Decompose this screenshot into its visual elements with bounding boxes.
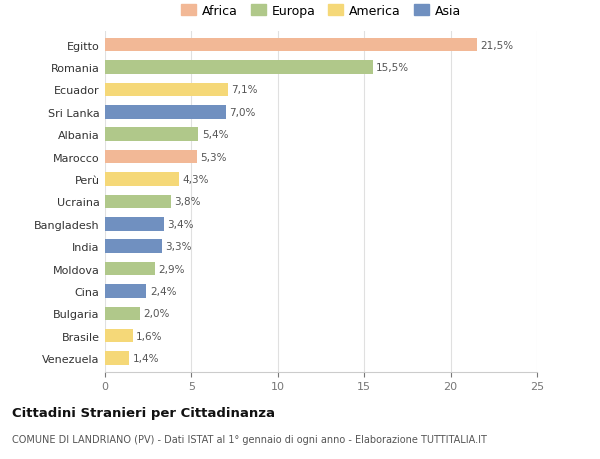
Text: 3,8%: 3,8%: [174, 197, 200, 207]
Bar: [105, 173, 179, 186]
Bar: [105, 240, 162, 253]
Bar: [105, 352, 129, 365]
Bar: [105, 262, 155, 276]
Text: 2,4%: 2,4%: [150, 286, 176, 297]
Bar: [105, 106, 226, 119]
Text: Cittadini Stranieri per Cittadinanza: Cittadini Stranieri per Cittadinanza: [12, 406, 275, 419]
Text: 1,6%: 1,6%: [136, 331, 163, 341]
Text: 7,1%: 7,1%: [231, 85, 257, 95]
Bar: [105, 307, 140, 320]
Legend: Africa, Europa, America, Asia: Africa, Europa, America, Asia: [176, 0, 466, 22]
Text: 5,4%: 5,4%: [202, 130, 228, 140]
Text: 2,0%: 2,0%: [143, 309, 169, 319]
Text: 7,0%: 7,0%: [229, 107, 256, 118]
Bar: [105, 151, 197, 164]
Text: COMUNE DI LANDRIANO (PV) - Dati ISTAT al 1° gennaio di ogni anno - Elaborazione : COMUNE DI LANDRIANO (PV) - Dati ISTAT al…: [12, 434, 487, 444]
Text: 2,9%: 2,9%: [158, 264, 185, 274]
Bar: [105, 285, 146, 298]
Text: 4,3%: 4,3%: [183, 174, 209, 185]
Bar: [105, 330, 133, 343]
Bar: [105, 61, 373, 75]
Bar: [105, 195, 170, 209]
Text: 1,4%: 1,4%: [133, 353, 159, 364]
Bar: [105, 84, 227, 97]
Bar: [105, 39, 476, 52]
Text: 5,3%: 5,3%: [200, 152, 227, 162]
Bar: [105, 218, 164, 231]
Text: 3,3%: 3,3%: [166, 241, 192, 252]
Text: 3,4%: 3,4%: [167, 219, 194, 230]
Text: 15,5%: 15,5%: [376, 63, 409, 73]
Bar: [105, 128, 199, 142]
Text: 21,5%: 21,5%: [480, 40, 513, 50]
